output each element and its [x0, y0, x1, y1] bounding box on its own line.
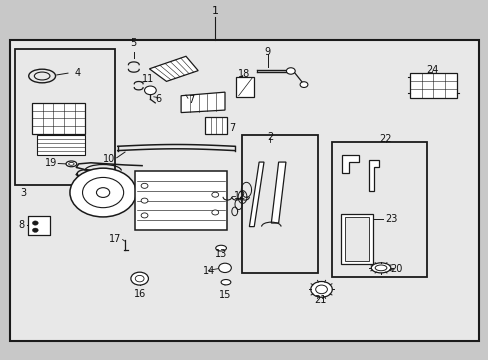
Ellipse shape [66, 161, 77, 167]
Text: 23: 23 [384, 215, 396, 224]
Ellipse shape [370, 263, 390, 273]
Circle shape [135, 275, 144, 282]
Circle shape [310, 282, 331, 297]
Circle shape [211, 210, 218, 215]
Circle shape [32, 221, 38, 225]
Text: 4: 4 [75, 68, 81, 78]
Circle shape [144, 86, 156, 95]
Text: 18: 18 [238, 69, 250, 79]
Text: 3: 3 [20, 188, 26, 198]
Circle shape [141, 183, 148, 188]
Bar [340, 214, 372, 264]
Text: 8: 8 [18, 220, 24, 230]
Bar [242, 135, 317, 273]
Text: 11: 11 [142, 74, 154, 84]
Circle shape [70, 168, 136, 217]
Text: 2: 2 [266, 132, 273, 142]
Text: 14: 14 [203, 266, 215, 276]
Bar [331, 142, 427, 277]
Text: 19: 19 [44, 158, 57, 168]
Ellipse shape [221, 279, 230, 285]
Circle shape [300, 82, 307, 87]
Ellipse shape [215, 245, 226, 251]
Text: 10: 10 [103, 154, 115, 164]
Text: 5: 5 [130, 39, 137, 48]
Bar [344, 217, 368, 261]
Text: 17: 17 [109, 234, 122, 244]
Polygon shape [149, 56, 198, 81]
Bar [205, 117, 227, 134]
Text: 20: 20 [389, 264, 401, 274]
Bar [32, 103, 85, 134]
Ellipse shape [374, 265, 386, 271]
Text: 1: 1 [211, 6, 218, 16]
Bar [409, 73, 456, 98]
Circle shape [315, 285, 327, 294]
Polygon shape [249, 162, 264, 226]
Bar [10, 40, 478, 341]
Text: 13: 13 [215, 248, 227, 258]
Circle shape [82, 177, 123, 208]
Circle shape [211, 192, 218, 197]
Ellipse shape [69, 162, 74, 165]
Text: 16: 16 [133, 289, 145, 299]
Circle shape [96, 188, 109, 197]
Text: 15: 15 [218, 290, 231, 300]
Polygon shape [341, 155, 358, 173]
Bar [37, 135, 84, 155]
Circle shape [218, 263, 231, 273]
Bar [235, 77, 254, 97]
Circle shape [286, 68, 295, 74]
Circle shape [141, 198, 148, 203]
Polygon shape [271, 162, 285, 223]
Text: 6: 6 [156, 94, 162, 104]
Text: 12: 12 [233, 191, 245, 201]
Text: 22: 22 [379, 134, 391, 144]
Text: 24: 24 [425, 64, 438, 75]
Text: 7: 7 [188, 95, 194, 105]
Text: 9: 9 [264, 47, 270, 57]
Bar [135, 171, 227, 230]
Circle shape [131, 272, 148, 285]
Text: 7: 7 [228, 123, 235, 133]
Polygon shape [368, 160, 378, 191]
Circle shape [141, 213, 148, 218]
Circle shape [32, 228, 38, 232]
Bar [15, 49, 115, 185]
Bar [27, 216, 50, 234]
Polygon shape [181, 92, 224, 113]
Text: 21: 21 [313, 295, 325, 305]
